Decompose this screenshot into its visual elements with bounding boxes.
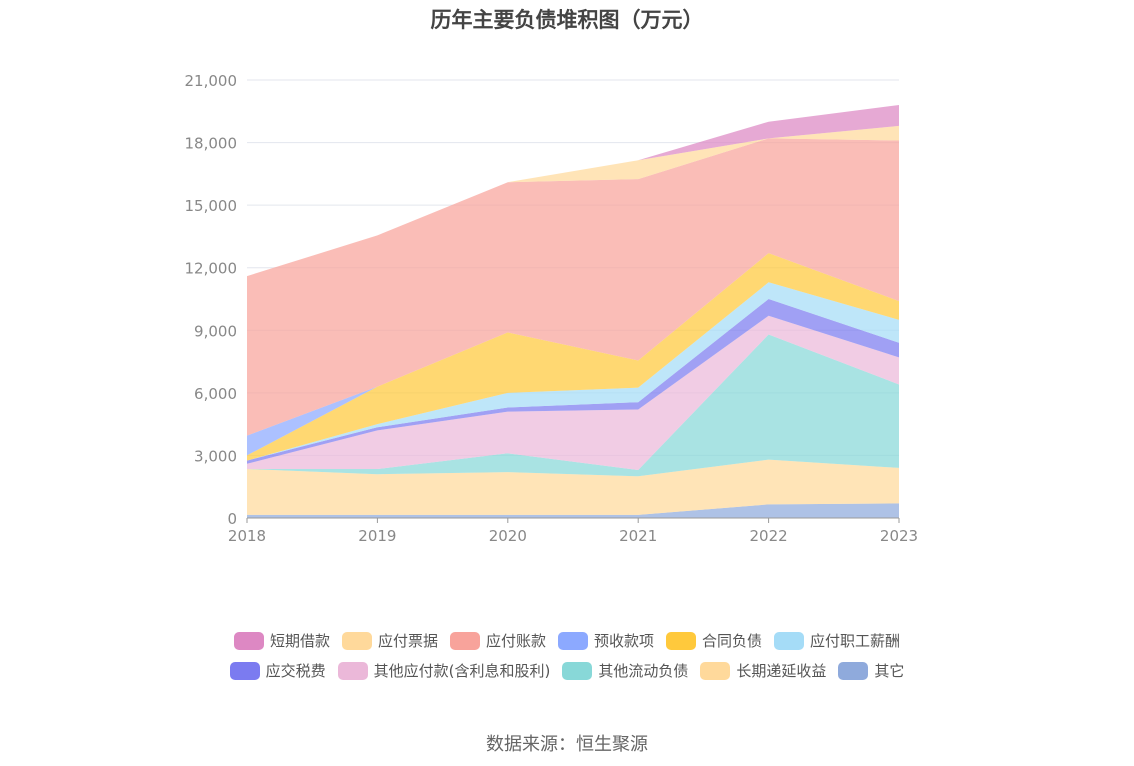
y-tick-label: 15,000 (185, 197, 238, 215)
y-tick-label: 9,000 (194, 322, 237, 340)
chart-title: 历年主要负债堆积图（万元） (430, 8, 704, 32)
legend-row: 应交税费 其他应付款(含利息和股利) 其他流动负债 长期递延收益 其它 (150, 660, 984, 681)
x-tick-label: 2022 (750, 527, 788, 545)
legend-label: 其它 (874, 662, 905, 680)
legend-swatch (838, 661, 869, 680)
area-series-合同负债[interactable] (247, 253, 899, 461)
x-tick-label: 2023 (880, 527, 918, 545)
area-series-短期借款[interactable] (247, 105, 899, 277)
legend-swatch (229, 661, 260, 680)
stacked-area-chart: 0 3,000 6,000 9,000 12,000 15,000 18,000 21,000… (185, 72, 919, 545)
area-series-应付账款[interactable] (247, 138, 899, 436)
x-tick-label: 2018 (228, 527, 266, 545)
x-tick-label: 2021 (619, 527, 657, 545)
legend-item[interactable]: 短期借款 (233, 630, 330, 651)
area-series-应付职工薪酬[interactable] (247, 282, 899, 461)
legend-item[interactable]: 其他应付款(含利息和股利) (337, 660, 551, 681)
legend-label: 预收款项 (594, 632, 655, 650)
y-tick-label: 3,000 (194, 447, 237, 465)
legend-label: 应付票据 (377, 632, 438, 650)
legend: 短期借款 应付票据 应付账款 预收款项 合同负债 应付职工薪酬应交税费 其他应付款(含利息和… (150, 630, 984, 690)
legend-swatch (337, 661, 368, 680)
legend-swatch (341, 631, 372, 650)
legend-label: 长期递延收益 (736, 662, 827, 680)
legend-swatch (449, 631, 480, 650)
x-tick-label: 2020 (489, 527, 527, 545)
legend-item[interactable]: 应交税费 (229, 660, 326, 681)
legend-label: 合同负债 (702, 632, 763, 650)
legend-swatch (700, 661, 731, 680)
legend-item[interactable]: 长期递延收益 (700, 660, 826, 681)
legend-label: 其他流动负债 (598, 662, 689, 680)
source-note: 数据来源：恒生聚源 (486, 734, 648, 755)
legend-item[interactable]: 合同负债 (666, 630, 762, 651)
y-tick-label: 0 (227, 510, 237, 528)
area-series-应交税费[interactable] (247, 299, 899, 464)
y-tick-label: 6,000 (194, 385, 237, 403)
legend-label: 应付职工薪酬 (810, 632, 901, 650)
legend-row: 短期借款 应付票据 应付账款 预收款项 合同负债 应付职工薪酬 (150, 630, 984, 651)
legend-item[interactable]: 应付职工薪酬 (774, 630, 900, 651)
legend-item[interactable]: 预收款项 (558, 630, 654, 651)
y-tick-label: 21,000 (185, 72, 238, 90)
legend-swatch (233, 631, 264, 650)
legend-label: 其他应付款(含利息和股利) (373, 662, 551, 680)
area-series-其他应付款(含利息和股利)[interactable] (247, 315, 899, 470)
legend-item[interactable]: 应付账款 (449, 630, 546, 651)
legend-swatch (562, 661, 593, 680)
x-tick-label: 2019 (358, 527, 396, 545)
legend-item[interactable]: 其它 (838, 660, 904, 681)
axes: 0 3,000 6,000 9,000 12,000 15,000 18,000 21,000… (185, 72, 919, 545)
legend-label: 短期借款 (269, 632, 330, 650)
y-tick-label: 12,000 (185, 260, 238, 278)
area-series-长期递延收益[interactable] (247, 459, 899, 515)
area-series-其它[interactable] (247, 503, 899, 518)
y-tick-label: 18,000 (185, 135, 238, 153)
legend-swatch (774, 631, 805, 650)
legend-item[interactable]: 其他流动负债 (562, 660, 688, 681)
legend-label: 应交税费 (265, 662, 326, 680)
area-series-layer (247, 105, 899, 518)
area-series-其他流动负债[interactable] (247, 334, 899, 477)
legend-label: 应付账款 (485, 632, 546, 650)
legend-swatch (666, 631, 697, 650)
legend-item[interactable]: 应付票据 (341, 630, 438, 651)
legend-swatch (558, 631, 588, 650)
